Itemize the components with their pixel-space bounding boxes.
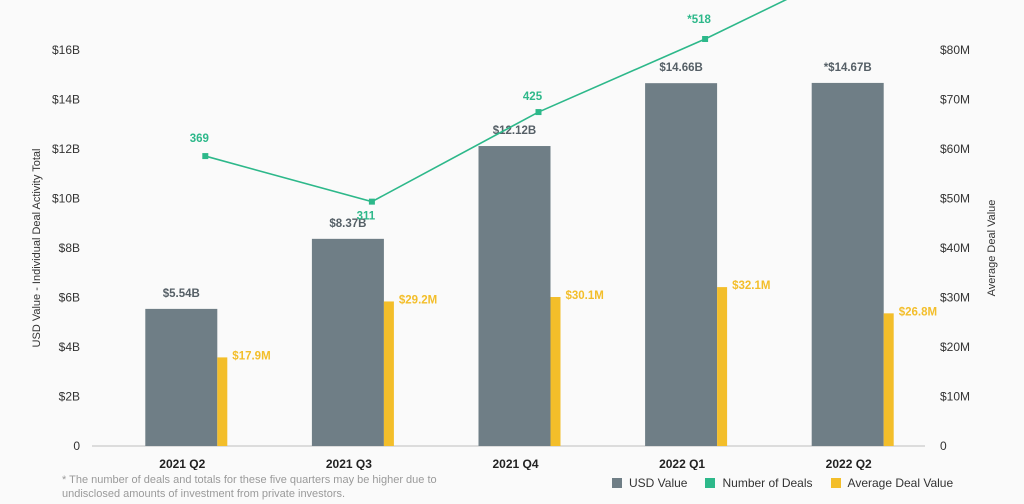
y-tick-label-right: $40M xyxy=(940,241,970,255)
y-tick-label-left: $2B xyxy=(59,390,80,404)
x-tick-label: 2022 Q1 xyxy=(659,457,705,470)
y-tick-label-right: 0 xyxy=(940,439,947,453)
y-tick-label-right: $30M xyxy=(940,291,970,305)
legend-item-usd-value: USD Value xyxy=(612,476,687,490)
legend-label-number-of-deals: Number of Deals xyxy=(722,476,813,490)
legend-item-average-deal-value: Average Deal Value xyxy=(830,476,954,490)
bar-usd-value xyxy=(645,83,718,446)
data-label-usd-value: $8.37B xyxy=(329,218,366,230)
legend-item-number-of-deals: Number of Deals xyxy=(705,476,813,490)
x-tick-label: 2021 Q3 xyxy=(326,457,372,470)
y-tick-label-left: $16B xyxy=(52,43,80,57)
point-number-of-deals xyxy=(535,109,542,116)
y-tick-label-left: $14B xyxy=(52,93,80,107)
point-number-of-deals xyxy=(368,198,375,205)
data-label-usd-value: *$14.67B xyxy=(824,62,872,74)
data-label-number-of-deals: *518 xyxy=(687,14,711,26)
y-tick-label-right: $80M xyxy=(940,43,970,57)
bar-average-deal-value xyxy=(717,287,728,446)
data-label-average-deal-value: $30.1M xyxy=(566,290,604,302)
data-label-usd-value: $14.66B xyxy=(659,62,702,74)
bar-usd-value xyxy=(811,82,884,446)
legend-label-average-deal-value: Average Deal Value xyxy=(847,476,954,490)
x-tick-label: 2021 Q4 xyxy=(492,457,538,470)
data-label-average-deal-value: $17.9M xyxy=(232,350,270,362)
bar-usd-value xyxy=(478,146,551,446)
y-tick-label-right: $70M xyxy=(940,93,970,107)
y-tick-label-left: $12B xyxy=(52,142,80,156)
x-tick-label: 2022 Q2 xyxy=(826,457,872,470)
bar-average-deal-value xyxy=(383,301,394,446)
y-tick-label-left: 0 xyxy=(73,439,80,453)
y-tick-label-right: $20M xyxy=(940,340,970,354)
y-tick-label-left: $6B xyxy=(59,291,80,305)
data-label-number-of-deals: 425 xyxy=(523,91,543,103)
footnote: * The number of deals and totals for the… xyxy=(62,474,437,500)
bar-usd-value xyxy=(145,308,218,446)
legend-swatch-number-of-deals xyxy=(705,478,716,488)
data-label-average-deal-value: $29.2M xyxy=(399,294,437,306)
y-tick-label-right: $10M xyxy=(940,390,970,404)
y-tick-label-left: $4B xyxy=(59,340,80,354)
legend: USD Value Number of Deals Average Deal V… xyxy=(612,476,953,490)
data-label-usd-value: $5.54B xyxy=(163,288,200,300)
legend-swatch-usd-value xyxy=(612,478,622,488)
legend-swatch-average-deal-value xyxy=(830,478,841,488)
data-label-usd-value: $12.12B xyxy=(493,125,536,137)
chart-canvas: 0 $2B $4B $6B $8B $10B $12B $14B $16B 0 $10M $20M $3… xyxy=(31,0,998,470)
x-tick-label: 2021 Q2 xyxy=(159,457,205,470)
bar-average-deal-value xyxy=(550,297,561,446)
bar-average-deal-value xyxy=(217,357,228,446)
point-number-of-deals xyxy=(702,36,709,42)
y-tick-label-left: $10B xyxy=(52,192,80,206)
y-tick-label-right: $60M xyxy=(940,142,970,156)
y-tick-label-left: $8B xyxy=(59,241,80,255)
point-number-of-deals xyxy=(202,153,209,160)
data-label-number-of-deals: 311 xyxy=(357,211,376,223)
y-axis-title-right: Average Deal Value xyxy=(986,200,998,297)
y-tick-label-right: $50M xyxy=(940,192,970,206)
data-label-number-of-deals: 369 xyxy=(190,133,209,145)
y-axis-title-left: USD Value - Individual Deal Activity Tot… xyxy=(31,149,43,348)
bar-average-deal-value xyxy=(883,313,894,446)
data-label-average-deal-value: $32.1M xyxy=(732,280,770,292)
bar-usd-value xyxy=(311,238,384,446)
data-label-average-deal-value: $26.8M xyxy=(899,306,937,318)
legend-label-usd-value: USD Value xyxy=(629,476,688,490)
